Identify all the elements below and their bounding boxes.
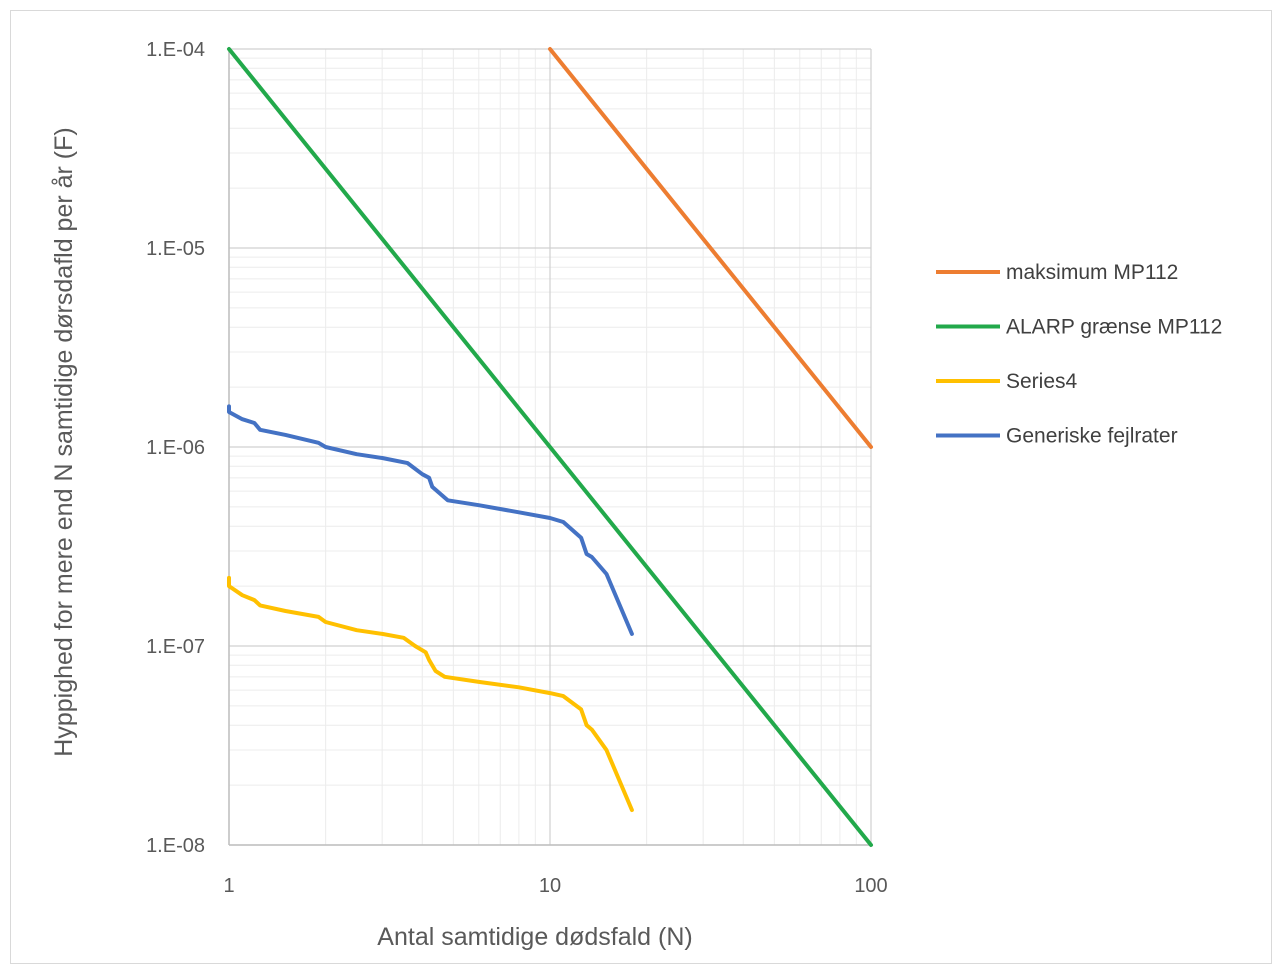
y-tick-label: 1.E-06 (146, 437, 205, 459)
legend-label-1: maksimum MP112 (1006, 261, 1178, 284)
legend: maksimum MP112 ALARP grænse MP112 Series4 G… (936, 261, 1222, 448)
x-tick-label: 100 (854, 875, 887, 897)
series-line-4 (227, 404, 634, 636)
y-axis-title: Hyppighed for mere end N samtidige dørsd… (50, 127, 78, 756)
y-tick-label: 1.E-08 (146, 835, 205, 857)
y-tick-labels: 1.E-04 1.E-05 1.E-06 1.E-07 1.E-08 (146, 39, 205, 857)
y-tick-label: 1.E-04 (146, 39, 205, 61)
x-axis-title: Antal samtidige dødsfald (N) (377, 923, 692, 951)
legend-label-3: Series4 (1006, 370, 1078, 393)
x-tick-label: 1 (223, 875, 234, 897)
y-tick-label: 1.E-07 (146, 636, 205, 658)
y-tick-label: 1.E-05 (146, 238, 205, 260)
x-tick-label: 10 (539, 875, 561, 897)
x-tick-labels: 1 10 100 (223, 875, 887, 897)
series-line-1 (548, 47, 873, 449)
series-line-3 (227, 575, 634, 812)
legend-label-2: ALARP grænse MP112 (1006, 316, 1222, 339)
chart-frame (10, 10, 1272, 964)
series-line-2 (227, 47, 873, 847)
series-layer (227, 47, 873, 847)
legend-label-4: Generiske fejlrater (1006, 425, 1178, 448)
